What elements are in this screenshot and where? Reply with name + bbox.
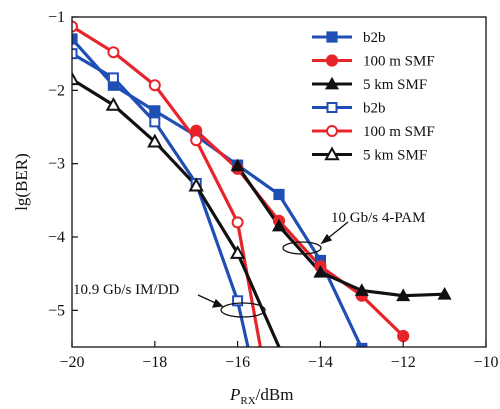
- annotation-marks: [197, 221, 349, 318]
- series-line-1: [194, 129, 405, 338]
- series-tail-0: [236, 299, 250, 347]
- series-5-point-2: [147, 133, 163, 148]
- legend-box: [306, 21, 482, 166]
- annotation-arrowhead-imdd: [211, 298, 224, 308]
- annotation-ellipse-imdd: [220, 302, 266, 318]
- series-3-point-4: [232, 295, 244, 307]
- y-axis-label: lg(BER): [12, 153, 31, 211]
- x-tick-label-3: −14: [308, 354, 333, 371]
- series-2-point-0: [230, 158, 245, 172]
- annotation-4pam: 10 Gb/s 4-PAM: [331, 210, 425, 226]
- legend-label-4: 100 m SMF: [363, 124, 435, 140]
- x-tick-label-5: −10: [473, 354, 498, 371]
- series-4-point-0: [72, 20, 78, 33]
- y-tick-label-4: −5: [48, 302, 65, 319]
- plot-frame: [71, 16, 487, 348]
- legend-marker-1: [325, 54, 339, 67]
- legend-label-5: 5 km SMF: [363, 148, 427, 164]
- series-2-point-4: [396, 288, 411, 302]
- series-4-point-1: [107, 46, 120, 59]
- x-axis-label: PRX/dBm: [229, 385, 293, 407]
- legend-label-2: 5 km SMF: [363, 77, 427, 93]
- series-0-point-5: [273, 188, 285, 201]
- series-0-point-7: [356, 342, 368, 347]
- legend: b2b 100 m SMF 5 km SMF b2b 100 m SMF 5 km SMF: [306, 21, 482, 166]
- series-0-point-2: [149, 105, 161, 117]
- series-2-point-5: [437, 286, 452, 300]
- legend-marker-2: [324, 76, 340, 90]
- series-2-point-1: [271, 218, 287, 232]
- legend-label-0: b2b: [363, 30, 386, 46]
- annotation-arrowhead-4pam: [320, 233, 333, 245]
- series-3-point-1: [107, 72, 119, 84]
- x-axis-label-main: P: [229, 385, 240, 404]
- legend-marker-4: [326, 125, 338, 137]
- x-tick-label-0: −20: [59, 354, 84, 371]
- x-axis-label-sub: RX: [240, 395, 255, 407]
- series-5-point-3: [188, 177, 204, 192]
- x-axis-ticks: −20 −18 −16 −14 −12 −10: [59, 341, 499, 371]
- series-2-point-2: [313, 264, 328, 278]
- legend-marker-3: [326, 102, 338, 113]
- series-2-point-3: [354, 283, 369, 296]
- annotation-ellipse-4pam: [282, 241, 322, 255]
- series-markers: [72, 20, 452, 347]
- series-0-point-0: [72, 33, 78, 45]
- series-tail-2: [236, 251, 281, 347]
- x-tick-label-2: −16: [225, 354, 250, 371]
- x-tick-label-1: −18: [142, 354, 167, 371]
- legend-label-1: 100 m SMF: [363, 54, 435, 70]
- y-axis-ticks: −1 −2 −3 −4 −5: [48, 9, 78, 319]
- x-tick-label-4: −12: [391, 354, 416, 371]
- series-3-point-2: [149, 116, 161, 128]
- series-tail-1: [236, 220, 262, 347]
- series-1-point-5: [397, 329, 410, 343]
- legend-label-3: b2b: [363, 101, 386, 117]
- y-tick-label-1: −2: [48, 82, 65, 99]
- series-4-point-3: [190, 134, 203, 147]
- series-4-point-4: [231, 216, 244, 229]
- series-5-point-4: [229, 245, 246, 259]
- legend-marker-0: [326, 31, 338, 43]
- series-line-2: [236, 164, 447, 298]
- y-tick-label-3: −4: [48, 229, 65, 246]
- series-5-point-0: [72, 71, 80, 86]
- annotation-imdd: 10.9 Gb/s IM/DD: [73, 282, 179, 298]
- series-5-point-1: [105, 96, 122, 111]
- x-axis-label-unit: /dBm: [256, 385, 294, 404]
- legend-marker-5: [324, 146, 340, 161]
- series-3-point-0: [72, 48, 78, 60]
- y-tick-label-2: −3: [48, 156, 65, 173]
- series-4-point-2: [148, 79, 161, 92]
- y-tick-label-0: −1: [48, 9, 65, 26]
